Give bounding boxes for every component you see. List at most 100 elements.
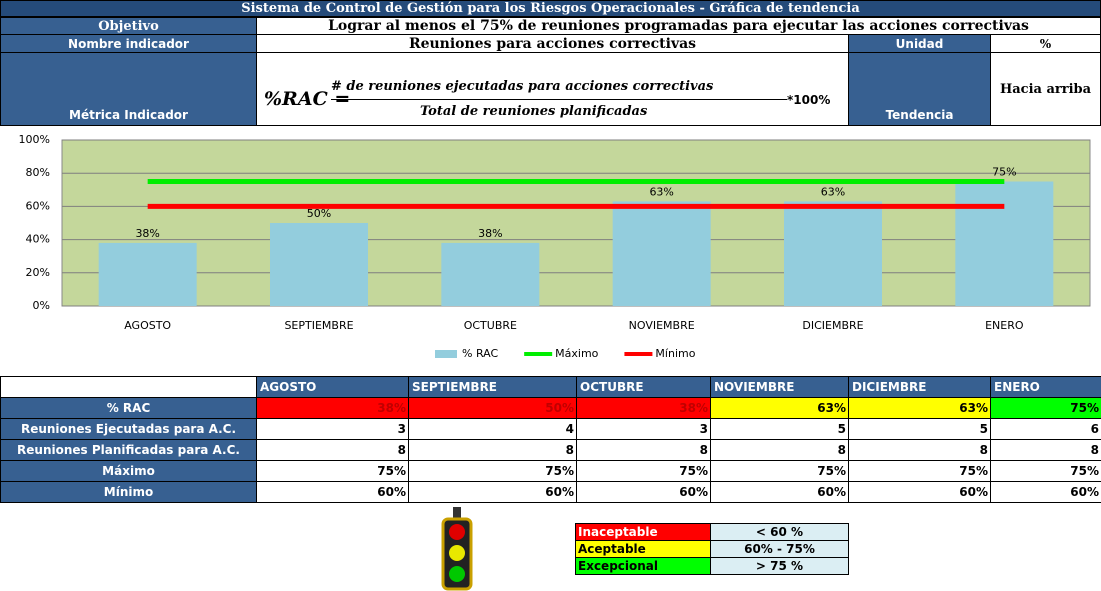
table-cell: 4 — [408, 418, 577, 440]
data-label: 75% — [992, 166, 1016, 179]
table-cell: 60% — [408, 481, 577, 503]
x-tick-label: SEPTIEMBRE — [284, 319, 353, 332]
table-cell: 75% — [990, 460, 1101, 482]
data-label: 50% — [307, 207, 331, 220]
table-cell: 75% — [710, 460, 849, 482]
bar — [441, 242, 540, 306]
bar — [784, 201, 882, 306]
table-cell: 8 — [990, 439, 1101, 461]
row-label: % RAC — [0, 397, 257, 419]
status-range: < 60 % — [710, 523, 849, 541]
nombre: Reuniones para acciones correctivas — [256, 34, 849, 53]
row-label: Máximo — [0, 460, 257, 482]
table-cell: 8 — [256, 439, 409, 461]
table-cell: 75% — [990, 397, 1101, 419]
table-cell: 60% — [710, 481, 849, 503]
table-cell: 5 — [848, 418, 991, 440]
y-tick-label: 40% — [26, 233, 50, 246]
status-label: Excepcional — [575, 557, 711, 575]
yellow-light — [449, 545, 465, 561]
tendencia: Hacia arriba — [990, 52, 1101, 126]
table-cell: 3 — [256, 418, 409, 440]
column-header: ENERO — [990, 376, 1101, 398]
blank-corner — [0, 376, 257, 398]
nombre-label: Nombre indicador — [0, 34, 257, 53]
row-label: Reuniones Planificadas para A.C. — [0, 439, 257, 461]
table-cell: 60% — [256, 481, 409, 503]
table-cell: 8 — [710, 439, 849, 461]
x-tick-label: NOVIEMBRE — [629, 319, 695, 332]
data-label: 63% — [649, 185, 673, 198]
legend-label: Mínimo — [655, 347, 695, 360]
table-cell: 8 — [848, 439, 991, 461]
unidad-label: Unidad — [848, 34, 991, 53]
y-tick-label: 0% — [33, 299, 50, 312]
table-cell: 3 — [576, 418, 711, 440]
x-tick-label: ENERO — [985, 319, 1024, 332]
data-label: 63% — [821, 185, 845, 198]
tendencia-label: Tendencia — [848, 52, 991, 126]
pole — [453, 507, 461, 519]
status-label: Inaceptable — [575, 523, 711, 541]
table-cell: 60% — [576, 481, 711, 503]
table-cell: 38% — [576, 397, 711, 419]
formula-factor: *100% — [787, 93, 831, 107]
formula-cell — [256, 52, 849, 126]
green-light — [449, 566, 465, 582]
table-cell: 8 — [576, 439, 711, 461]
table-cell: 75% — [256, 460, 409, 482]
legend-swatch — [435, 350, 457, 358]
table-cell: 6 — [990, 418, 1101, 440]
row-label: Mínimo — [0, 481, 257, 503]
table-cell: 63% — [710, 397, 849, 419]
table-cell: 38% — [256, 397, 409, 419]
bar — [98, 242, 197, 306]
bar — [612, 201, 711, 306]
x-tick-label: AGOSTO — [124, 319, 171, 332]
formula-numerator: # de reuniones ejecutadas para acciones … — [331, 79, 714, 94]
table-cell: 50% — [408, 397, 577, 419]
red-light — [449, 524, 465, 540]
plot-area — [61, 139, 1091, 307]
traffic-light-icon — [441, 507, 473, 591]
data-label: 38% — [135, 227, 159, 240]
x-tick-label: DICIEMBRE — [802, 319, 863, 332]
row-label: Reuniones Ejecutadas para A.C. — [0, 418, 257, 440]
y-tick-label: 80% — [26, 166, 50, 179]
fraction-bar — [331, 99, 787, 100]
column-header: OCTUBRE — [576, 376, 711, 398]
table-cell: 75% — [408, 460, 577, 482]
data-label: 38% — [478, 227, 502, 240]
column-header: SEPTIEMBRE — [408, 376, 577, 398]
formula-lhs: %RAC = — [264, 88, 351, 110]
legend-label: Máximo — [555, 347, 599, 360]
objetivo-label: Objetivo — [0, 17, 257, 35]
bar — [955, 181, 1054, 306]
y-tick-label: 60% — [26, 199, 50, 212]
title-bar: Sistema de Control de Gestión para los R… — [0, 0, 1101, 17]
table-cell: 5 — [710, 418, 849, 440]
column-header: AGOSTO — [256, 376, 409, 398]
metrica-label: Métrica Indicador — [0, 52, 257, 126]
column-header: NOVIEMBRE — [710, 376, 849, 398]
column-header: DICIEMBRE — [848, 376, 991, 398]
table-cell: 75% — [848, 460, 991, 482]
x-tick-label: OCTUBRE — [464, 319, 517, 332]
status-range: 60% - 75% — [710, 540, 849, 558]
status-label: Aceptable — [575, 540, 711, 558]
y-tick-label: 20% — [26, 266, 50, 279]
table-cell: 8 — [408, 439, 577, 461]
formula-denominator: Total de reuniones planificadas — [420, 104, 648, 119]
table-cell: 60% — [990, 481, 1101, 503]
bar — [270, 223, 368, 306]
y-tick-label: 100% — [19, 133, 50, 146]
status-range: > 75 % — [710, 557, 849, 575]
legend-label: % RAC — [462, 347, 498, 360]
table-cell: 63% — [848, 397, 991, 419]
chart: 0% 20% 40% 60% 80% 100% AGOSTO SEPTIEMBRE OCTUBR… — [19, 133, 1091, 360]
table-cell: 60% — [848, 481, 991, 503]
unidad: % — [990, 34, 1101, 53]
objetivo: Lograr al menos el 75% de reuniones prog… — [256, 17, 1101, 35]
table-cell: 75% — [576, 460, 711, 482]
